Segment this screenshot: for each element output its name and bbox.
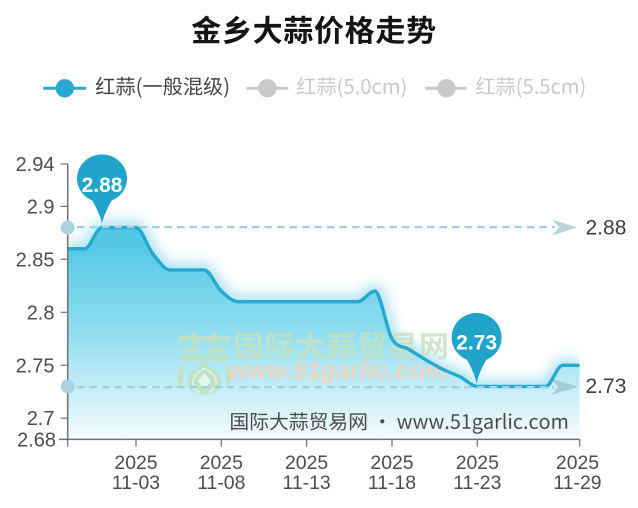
svg-text:11-13: 11-13 — [283, 472, 331, 494]
svg-text:11-23: 11-23 — [453, 472, 501, 494]
svg-text:2.85: 2.85 — [16, 249, 55, 271]
svg-text:2.7: 2.7 — [27, 408, 55, 430]
svg-text:2.73: 2.73 — [456, 331, 497, 354]
svg-text:11-18: 11-18 — [368, 472, 416, 494]
svg-text:2.94: 2.94 — [16, 154, 55, 176]
svg-text:www.51garlic.com: www.51garlic.com — [229, 358, 447, 385]
svg-text:2025: 2025 — [114, 452, 157, 474]
svg-text:11-03: 11-03 — [112, 472, 160, 494]
svg-text:2.8: 2.8 — [27, 302, 55, 324]
svg-text:2025: 2025 — [456, 452, 499, 474]
svg-text:11-08: 11-08 — [197, 472, 245, 494]
svg-text:2.88: 2.88 — [82, 174, 123, 197]
svg-text:2.9: 2.9 — [27, 196, 55, 218]
svg-text:2.73: 2.73 — [586, 375, 627, 398]
svg-text:2025: 2025 — [556, 452, 599, 474]
svg-text:2.88: 2.88 — [586, 217, 627, 240]
svg-text:2025: 2025 — [370, 452, 413, 474]
svg-text:2025: 2025 — [285, 452, 328, 474]
svg-text:11-29: 11-29 — [553, 472, 601, 494]
svg-text:2.68: 2.68 — [17, 429, 56, 451]
svg-text:2.75: 2.75 — [16, 355, 55, 377]
svg-text:2025: 2025 — [200, 452, 243, 474]
